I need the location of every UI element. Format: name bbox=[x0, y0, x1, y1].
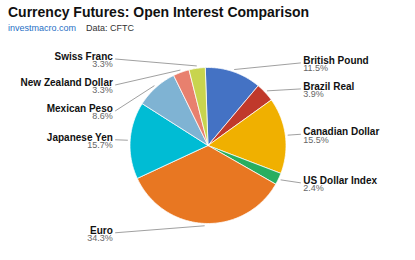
html-text:Currency Futures: Open Interes: Currency Futures: Open Interest Comparis… bbox=[8, 4, 310, 20]
svg-text:8.6%: 8.6% bbox=[92, 111, 113, 121]
svg-text:British Pound: British Pound bbox=[303, 54, 369, 66]
svg-text:34.3%: 34.3% bbox=[87, 233, 113, 243]
svg-text:11.5%: 11.5% bbox=[303, 63, 328, 73]
svg-text:15.7%: 15.7% bbox=[87, 140, 113, 150]
svg-text:15.5%: 15.5% bbox=[303, 135, 329, 145]
svg-text:Japanese Yen: Japanese Yen bbox=[46, 131, 113, 143]
svg-text:Euro: Euro bbox=[90, 224, 113, 236]
svg-text:2.4%: 2.4% bbox=[303, 183, 324, 193]
svg-text:Swiss Franc: Swiss Franc bbox=[54, 51, 113, 62]
svg-text:New Zealand Dollar: New Zealand Dollar bbox=[20, 77, 113, 88]
svg-text:Mexican Peso: Mexican Peso bbox=[46, 103, 113, 114]
svg-text:US Dollar Index: US Dollar Index bbox=[303, 174, 378, 186]
html-text:investmacro.com: investmacro.com bbox=[8, 23, 76, 33]
svg-text:3.3%: 3.3% bbox=[92, 85, 113, 95]
svg-text:Brazil Real: Brazil Real bbox=[303, 80, 355, 92]
svg-text:3.9%: 3.9% bbox=[303, 89, 324, 99]
svg-text:3.3%: 3.3% bbox=[92, 59, 113, 69]
html-text:Data: CFTC: Data: CFTC bbox=[86, 23, 134, 33]
svg-text:Canadian Dollar: Canadian Dollar bbox=[303, 126, 380, 138]
